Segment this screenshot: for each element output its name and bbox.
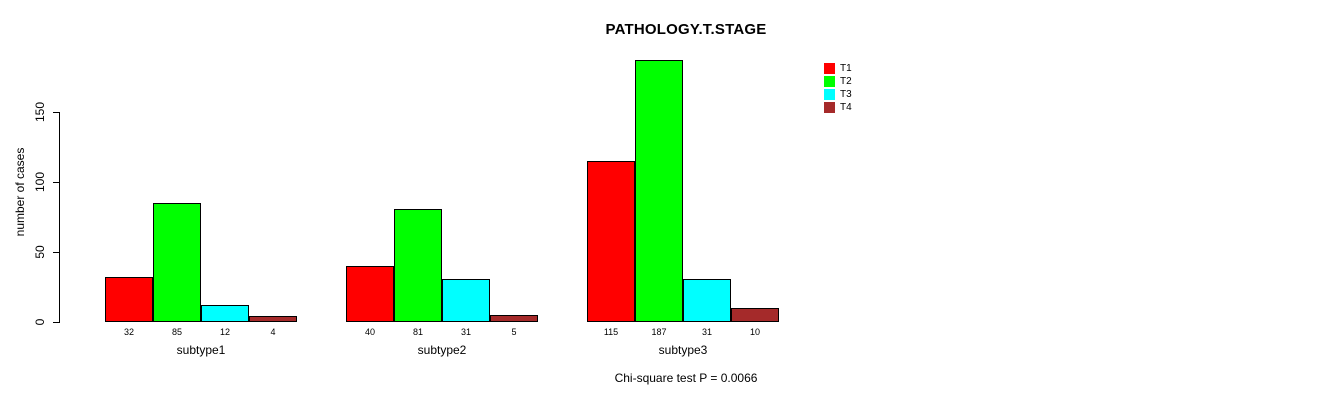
bar-value-T3-subtype2: 31: [460, 327, 471, 337]
bar-value-T2-subtype3: 187: [651, 327, 667, 337]
bar-value-T2-subtype2: 81: [412, 327, 423, 337]
y-axis-tick-label: 0: [33, 318, 47, 326]
legend-label-T1: T1: [840, 63, 852, 74]
bar-T1-subtype2: [346, 266, 394, 322]
legend-entry-T3: T3: [824, 88, 852, 101]
bar-T3-subtype2: [442, 279, 490, 322]
legend-swatch-T2: [824, 76, 835, 87]
bar-value-T1-subtype2: 40: [364, 327, 375, 337]
bar-T3-subtype1: [201, 305, 249, 322]
bar-T1-subtype3: [587, 161, 635, 322]
group-label-subtype1: subtype1: [176, 343, 226, 357]
y-axis-tick-label: 150: [33, 101, 47, 123]
bar-T2-subtype1: [153, 203, 201, 322]
legend-entry-T4: T4: [824, 101, 852, 114]
y-axis-line: [59, 112, 60, 323]
y-axis-tick: [53, 252, 59, 253]
legend-label-T4: T4: [840, 102, 852, 113]
bar-value-T3-subtype1: 12: [219, 327, 230, 337]
bar-value-T2-subtype1: 85: [171, 327, 182, 337]
legend-swatch-T3: [824, 89, 835, 100]
chi-square-annotation: Chi-square test P = 0.0066: [614, 371, 758, 385]
legend-entry-T1: T1: [824, 62, 852, 75]
y-axis-tick: [53, 182, 59, 183]
bar-T2-subtype2: [394, 209, 442, 322]
legend-swatch-T1: [824, 63, 835, 74]
y-axis-tick-label: 100: [33, 171, 47, 193]
chart-title: PATHOLOGY.T.STAGE: [605, 21, 767, 38]
bar-T4-subtype1: [249, 316, 297, 322]
y-axis-tick: [53, 112, 59, 113]
group-label-subtype3: subtype3: [658, 343, 708, 357]
group-label-subtype2: subtype2: [417, 343, 467, 357]
bar-value-T4-subtype3: 10: [749, 327, 760, 337]
bar-T4-subtype3: [731, 308, 779, 322]
legend-label-T2: T2: [840, 76, 852, 87]
bar-T4-subtype2: [490, 315, 538, 322]
bar-T2-subtype3: [635, 60, 683, 322]
legend-swatch-T4: [824, 102, 835, 113]
legend-label-T3: T3: [840, 89, 852, 100]
bar-value-T3-subtype3: 31: [701, 327, 712, 337]
bar-value-T4-subtype2: 5: [511, 327, 517, 337]
bar-T3-subtype3: [683, 279, 731, 322]
y-axis-tick: [53, 322, 59, 323]
bar-T1-subtype1: [105, 277, 153, 322]
y-axis-tick-label: 50: [33, 245, 47, 259]
legend-entry-T2: T2: [824, 75, 852, 88]
bar-value-T4-subtype1: 4: [270, 327, 276, 337]
bar-value-T1-subtype3: 115: [603, 327, 619, 337]
y-axis-label: number of cases: [13, 147, 27, 237]
legend: T1 T2 T3 T4: [824, 62, 852, 114]
bar-value-T1-subtype1: 32: [123, 327, 134, 337]
